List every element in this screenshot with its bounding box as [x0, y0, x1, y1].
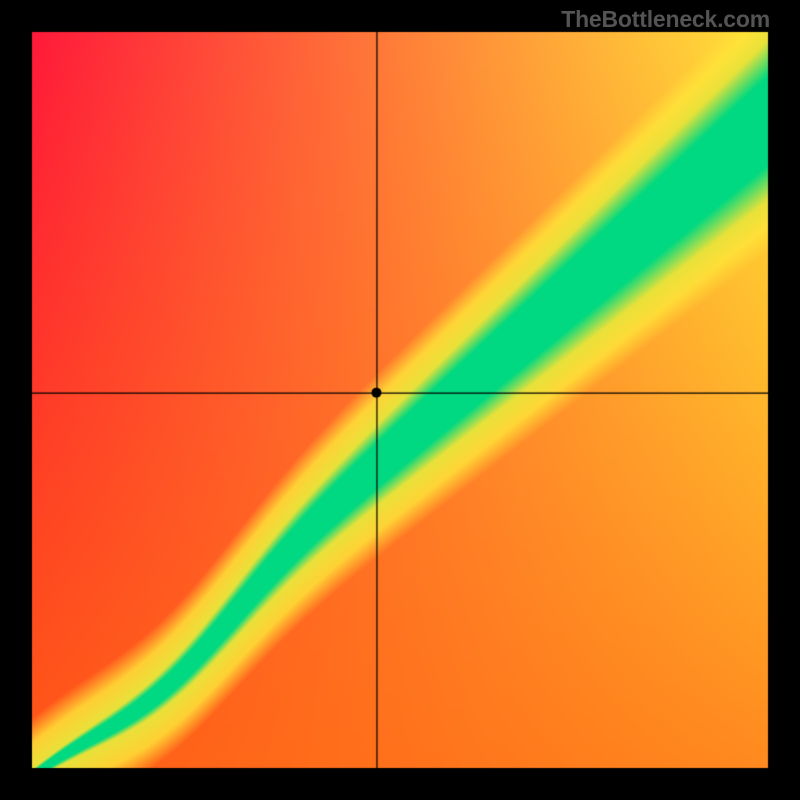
watermark-text: TheBottleneck.com [561, 6, 770, 33]
heatmap-canvas [0, 0, 800, 800]
chart-root: TheBottleneck.com [0, 0, 800, 800]
